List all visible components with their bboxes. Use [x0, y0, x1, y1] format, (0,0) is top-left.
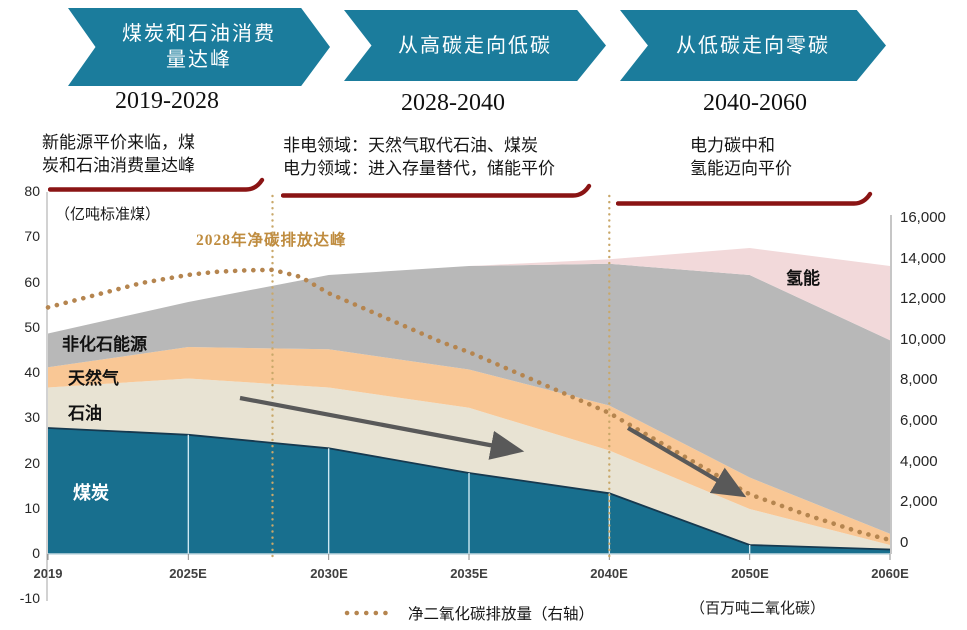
bracket-stage-2 — [281, 183, 592, 198]
left-tick-80: 80 — [24, 183, 40, 199]
banner-stage-3: 从低碳走向零碳 — [620, 10, 886, 81]
x-tick-2040e: 2040E — [590, 566, 628, 581]
banner-stage-1-text2: 量达峰 — [166, 49, 232, 71]
banner-stage-2-text: 从高碳走向低碳 — [398, 34, 552, 57]
x-tick-2060e: 2060E — [871, 566, 909, 581]
period-stage-1: 2019-2028 — [115, 88, 219, 114]
annotation-stage-3: 电力碳中和 氢能迈向平价 — [690, 135, 910, 180]
legend-co2: 净二氧化碳排放量（右轴） — [343, 602, 594, 624]
annotation-stage-1-line2: 炭和石油消费量达峰 — [42, 155, 195, 175]
trend-arrow-1 — [239, 395, 525, 460]
right-tick-8000: 8,000 — [900, 371, 938, 388]
stacked-area-plot — [45, 192, 893, 601]
right-tick-0: 0 — [900, 534, 909, 551]
period-stage-3: 2040-2060 — [703, 90, 807, 116]
right-axis-unit: （百万吨二氧化碳） — [690, 601, 826, 617]
banner-stage-1: 煤炭和石油消费 量达峰 — [68, 8, 330, 86]
annotation-stage-1-line1: 新能源平价来临，煤 — [42, 133, 195, 152]
label-hydrogen: 氢能 — [786, 269, 820, 288]
annotation-stage-1: 新能源平价来临，煤 炭和石油消费量达峰 — [42, 132, 277, 177]
left-axis-unit: （亿吨标准煤） — [55, 207, 161, 223]
period-stage-2: 2028-2040 — [401, 90, 505, 116]
dotted-line-sample-icon — [344, 610, 398, 616]
label-nonfossil: 非化石能源 — [62, 335, 147, 354]
right-tick-12000: 12,000 — [900, 290, 946, 307]
label-coal: 煤炭 — [73, 483, 109, 503]
left-tick-40: 40 — [24, 364, 40, 380]
left-tick-neg10: -10 — [19, 590, 40, 606]
right-tick-6000: 6,000 — [900, 412, 938, 429]
area-1 — [48, 378, 890, 550]
right-tick-14000: 14,000 — [900, 250, 946, 267]
annotation-stage-2-line1: 非电领域：天然气取代石油、煤炭 — [283, 136, 538, 155]
x-tick-2035e: 2035E — [450, 566, 488, 581]
left-tick-0: 0 — [32, 545, 40, 561]
left-tick-20: 20 — [24, 455, 40, 471]
x-tick-2025e: 2025E — [169, 566, 207, 581]
phase-divider-dotted-lines — [271, 194, 611, 560]
right-tick-2000: 2,000 — [900, 493, 938, 510]
right-tick-4000: 4,000 — [900, 453, 938, 470]
annotation-stage-2: 非电领域：天然气取代石油、煤炭 电力领域：进入存量替代，储能平价 — [283, 135, 613, 180]
annotation-stage-3-line2: 氢能迈向平价 — [690, 158, 792, 178]
label-oil: 石油 — [68, 404, 102, 423]
left-tick-30: 30 — [24, 409, 40, 425]
x-tick-2050e: 2050E — [731, 566, 769, 581]
x-axis-ticks — [47, 554, 891, 560]
left-tick-50: 50 — [24, 319, 40, 335]
annotation-stage-3-line1: 电力碳中和 — [690, 136, 775, 155]
left-tick-60: 60 — [24, 274, 40, 290]
annotation-stage-2-line2: 电力领域：进入存量替代，储能平价 — [283, 158, 555, 178]
area-2 — [48, 347, 890, 545]
trend-arrow-2 — [626, 426, 747, 498]
left-tick-70: 70 — [24, 228, 40, 244]
area-3 — [48, 263, 890, 534]
bracket-stage-1 — [48, 177, 265, 192]
right-tick-10000: 10,000 — [900, 331, 946, 348]
banner-stage-2: 从高碳走向低碳 — [344, 10, 606, 81]
legend-co2-label: 净二氧化碳排放量（右轴） — [408, 606, 595, 623]
left-tick-10: 10 — [24, 500, 40, 516]
peak-annotation: 2028年净碳排放达峰 — [196, 232, 347, 249]
right-tick-16000: 16,000 — [900, 209, 946, 226]
x-tick-2030e: 2030E — [310, 566, 348, 581]
co2-dotted-line — [45, 267, 893, 543]
area-4 — [48, 248, 890, 341]
banner-stage-3-text: 从低碳走向零碳 — [676, 34, 830, 57]
banner-stage-1-text: 煤炭和石油消费 — [122, 23, 276, 45]
bracket-stage-3 — [616, 191, 873, 206]
label-gas: 天然气 — [68, 369, 119, 388]
x-tick-2019: 2019 — [33, 566, 63, 581]
